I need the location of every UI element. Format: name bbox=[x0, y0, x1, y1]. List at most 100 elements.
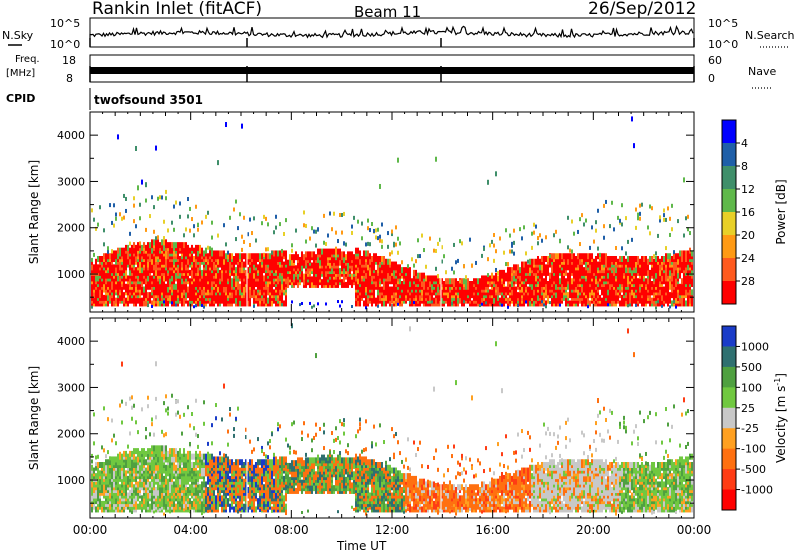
colorbar-tick-label: 20 bbox=[741, 229, 755, 242]
range-gate-cell bbox=[665, 246, 667, 251]
range-gate-cell bbox=[675, 253, 677, 260]
range-gate-cell bbox=[349, 268, 351, 275]
range-gate-cell bbox=[407, 275, 409, 282]
range-gate-cell bbox=[629, 267, 631, 274]
range-gate-cell bbox=[201, 294, 203, 301]
range-gate-cell bbox=[277, 286, 279, 293]
range-gate-cell bbox=[285, 267, 287, 274]
range-gate-cell bbox=[175, 289, 177, 296]
range-gate-cell bbox=[551, 278, 553, 285]
range-gate-cell bbox=[115, 258, 117, 265]
range-gate-cell bbox=[459, 297, 461, 304]
range-gate-cell bbox=[199, 269, 201, 276]
range-gate-cell bbox=[301, 251, 303, 258]
range-gate-cell bbox=[377, 294, 379, 301]
range-gate-cell bbox=[103, 283, 105, 290]
range-gate-cell bbox=[653, 272, 655, 279]
range-gate-cell bbox=[323, 248, 325, 255]
range-gate-cell bbox=[651, 206, 653, 211]
range-gate-cell bbox=[237, 253, 239, 260]
range-gate-cell bbox=[511, 281, 513, 287]
range-gate-cell bbox=[633, 292, 635, 299]
range-gate-cell bbox=[429, 236, 431, 241]
range-gate-cell bbox=[493, 289, 495, 296]
range-gate-cell bbox=[397, 302, 399, 306]
range-gate-cell bbox=[395, 286, 397, 293]
range-gate-cell bbox=[249, 253, 251, 260]
range-gate-cell bbox=[625, 278, 627, 285]
range-gate-cell bbox=[245, 269, 247, 276]
range-gate-cell bbox=[131, 275, 133, 282]
range-gate-cell bbox=[491, 272, 493, 279]
range-gate-cell bbox=[463, 264, 465, 269]
range-gate-cell bbox=[685, 289, 687, 296]
range-gate-cell bbox=[111, 220, 113, 225]
range-gate-cell bbox=[561, 286, 563, 293]
range-gate-cell bbox=[103, 294, 105, 301]
range-gate-cell bbox=[125, 269, 127, 276]
range-gate-cell bbox=[215, 278, 217, 285]
range-gate-cell bbox=[493, 233, 495, 238]
freq-trace bbox=[89, 66, 695, 82]
range-gate-cell bbox=[567, 253, 569, 260]
range-gate-cell bbox=[341, 230, 343, 235]
range-gate-cell bbox=[593, 258, 595, 265]
range-gate-cell bbox=[435, 266, 437, 271]
range-gate-cell bbox=[263, 275, 265, 282]
range-gate-cell bbox=[93, 441, 95, 446]
range-gate-cell bbox=[555, 229, 557, 234]
range-gate-cell bbox=[545, 264, 547, 271]
range-gate-cell bbox=[121, 473, 123, 480]
range-gate-cell bbox=[115, 212, 117, 217]
range-gate-cell bbox=[159, 261, 161, 268]
range-gate-cell bbox=[227, 253, 229, 260]
range-gate-cell bbox=[219, 269, 221, 276]
range-gate-cell bbox=[495, 272, 497, 279]
range-gate-cell bbox=[507, 267, 509, 274]
range-gate-cell bbox=[649, 269, 651, 276]
range-gate-cell bbox=[115, 250, 117, 257]
nave-label: Nave bbox=[748, 65, 776, 78]
range-gate-cell bbox=[113, 223, 115, 228]
range-gate-cell bbox=[627, 300, 629, 307]
range-gate-cell bbox=[451, 297, 453, 304]
range-gate-cell bbox=[209, 247, 211, 254]
range-gate-cell bbox=[607, 283, 609, 290]
range-gate-cell bbox=[377, 289, 379, 296]
range-gate-cell bbox=[527, 259, 529, 264]
range-gate-cell bbox=[259, 275, 261, 282]
range-gate-cell bbox=[419, 254, 421, 259]
range-gate-cell bbox=[163, 300, 165, 304]
range-gate-cell bbox=[145, 253, 147, 260]
range-gate-cell bbox=[469, 281, 471, 287]
range-gate-cell bbox=[109, 503, 111, 510]
range-gate-cell bbox=[99, 256, 101, 262]
range-gate-cell bbox=[237, 226, 239, 231]
range-gate-cell bbox=[413, 263, 415, 268]
range-gate-cell bbox=[441, 278, 443, 285]
y-axis-title: Slant Range [km] bbox=[27, 160, 41, 264]
range-gate-cell bbox=[627, 256, 629, 262]
range-gate-cell bbox=[503, 297, 505, 304]
range-gate-cell bbox=[639, 267, 641, 274]
range-gate-cell bbox=[603, 253, 605, 260]
range-gate-cell bbox=[603, 203, 605, 208]
range-gate-cell bbox=[645, 278, 647, 285]
range-gate-cell bbox=[97, 454, 99, 459]
range-gate-cell bbox=[163, 239, 165, 246]
range-gate-cell bbox=[619, 256, 621, 262]
range-gate-cell bbox=[479, 304, 481, 308]
range-gate-cell bbox=[507, 305, 509, 309]
range-gate-cell bbox=[377, 236, 379, 241]
range-gate-cell bbox=[163, 256, 165, 262]
range-gate-cell bbox=[415, 259, 417, 264]
range-gate-cell bbox=[437, 278, 439, 285]
range-gate-cell bbox=[387, 283, 389, 290]
range-gate-cell bbox=[527, 286, 529, 293]
range-gate-cell bbox=[667, 206, 669, 211]
colorbar-swatch bbox=[722, 212, 736, 236]
range-gate-cell bbox=[383, 300, 385, 307]
range-gate-cell bbox=[641, 256, 643, 262]
range-gate-cell bbox=[133, 462, 135, 468]
